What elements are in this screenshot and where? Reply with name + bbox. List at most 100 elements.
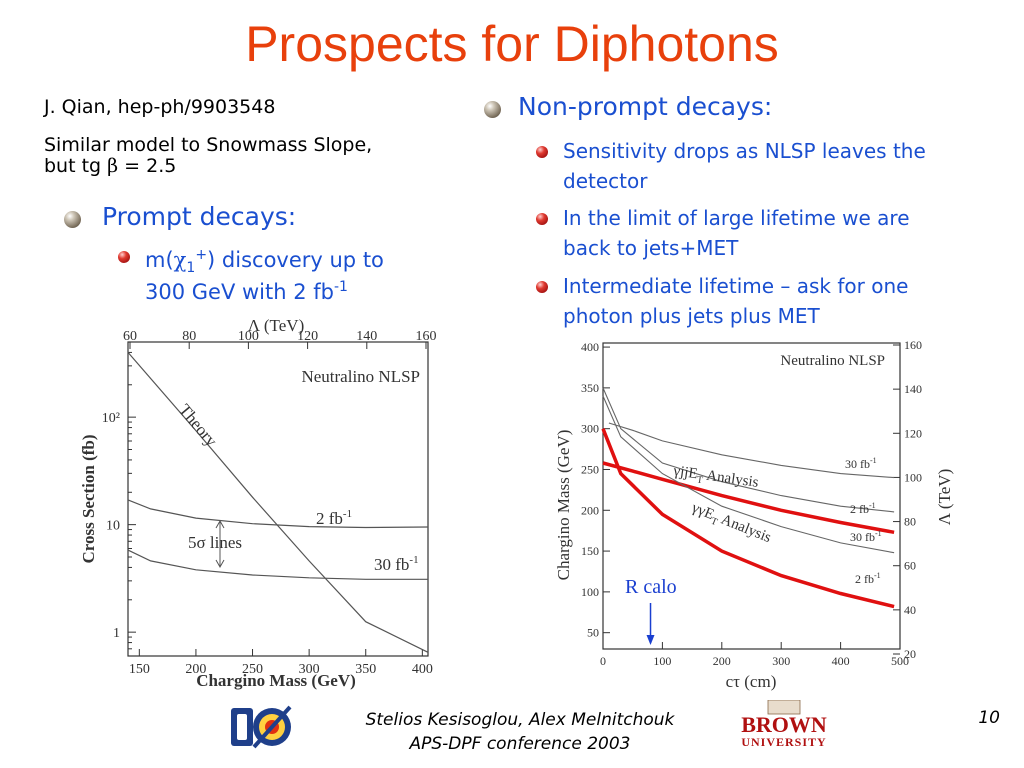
band-label: 5σ lines: [188, 533, 242, 552]
theory-label: Theory: [175, 400, 221, 450]
x-axis-label: Chargino Mass (GeV): [196, 671, 356, 690]
top-tick-label: 160: [416, 329, 437, 344]
label-2fb-gg: 2 fb-1: [855, 571, 881, 586]
axis-ticks: 0 100 200 300 400 500 50 100 150 200 250 300 350 400 2…: [581, 338, 922, 668]
in-plot-label: Neutralino NLSP: [780, 353, 885, 369]
rcalo-arrow-head: [646, 635, 655, 645]
x-tick-label: 300: [299, 662, 320, 677]
series-lines: [601, 387, 895, 609]
university-logo-word: UNIVERSITY: [741, 735, 826, 749]
d0-logo: [228, 702, 298, 752]
top-axis-label: Λ (TeV): [248, 316, 304, 335]
sub-bullet-ball-icon: [118, 251, 130, 263]
annotation-jj: γjjET Analysis: [671, 463, 760, 494]
right-tick-label: 20: [904, 647, 916, 661]
y-tick-label: 10: [106, 519, 120, 534]
top-tick-label: 60: [123, 329, 137, 344]
x-tick-label: 350: [355, 662, 376, 677]
y-tick-label: 10²: [102, 411, 120, 426]
prompt-decays-bullet: Prompt decays:: [102, 202, 297, 231]
rcalo-arrow: [646, 603, 655, 645]
x-tick-label: 100: [653, 654, 671, 668]
axis-ticks: 150 200 250 300 350 400 1 10 10² 60 80 100 120 140 160: [102, 329, 437, 677]
top-tick-label: 140: [356, 329, 377, 344]
right-sub-1a: Sensitivity drops as NLSP leaves the: [563, 139, 926, 163]
y-tick-label: 350: [581, 381, 599, 395]
footer-text: Stelios Kesisoglou, Alex Melnitchouk APS…: [300, 708, 740, 756]
series-line-0: [127, 352, 429, 653]
y-tick-label: 50: [587, 626, 599, 640]
right-sub-2a: In the limit of large lifetime we are: [563, 206, 910, 230]
x-tick-label: 400: [832, 654, 850, 668]
series-lines: [127, 352, 429, 653]
top-tick-label: 120: [297, 329, 318, 344]
bullet-ball-icon: [64, 211, 81, 228]
right-axis-label: Λ (TeV): [935, 469, 954, 525]
slide-title: Prospects for Diphotons: [245, 16, 779, 72]
brown-logo-word: BROWN: [741, 712, 827, 737]
prompt-sub-line-1: m(χ1+) discovery up to: [145, 247, 384, 277]
right-tick-label: 160: [904, 338, 922, 352]
series-line-2: [127, 549, 428, 580]
non-prompt-decays-bullet: Non-prompt decays:: [518, 92, 773, 121]
y-tick-label: 1: [113, 626, 120, 641]
chargino-mass-chart: 0 100 200 300 400 500 50 100 150 200 250 300 350 400 2…: [554, 338, 954, 691]
plot-frame: [602, 342, 901, 650]
in-plot-label: Neutralino NLSP: [301, 367, 420, 386]
footer-authors: Stelios Kesisoglou, Alex Melnitchouk: [365, 710, 675, 730]
prompt-sub-line-2: 300 GeV with 2 fb-1: [145, 279, 348, 304]
x-axis-label: cτ (cm): [726, 672, 777, 691]
x-tick-label: 200: [713, 654, 731, 668]
x-tick-label: 150: [129, 662, 150, 677]
page-number: 10: [978, 708, 1000, 728]
sub-bullet-ball-icon: [536, 281, 548, 293]
rcalo-label: R calo: [625, 576, 677, 598]
right-sub-1b: detector: [563, 169, 648, 193]
y-tick-label: 150: [581, 544, 599, 558]
top-tick-label: 80: [182, 329, 196, 344]
series-line-4: [601, 428, 895, 609]
model-line-2: but tg β = 2.5: [44, 155, 177, 177]
y-axis-label: Chargino Mass (GeV): [554, 430, 573, 581]
series-line-3: [602, 395, 895, 554]
series-line-0: [608, 422, 895, 479]
label-30fb-jj: 30 fb-1: [845, 456, 877, 471]
y-axis-label: Cross Section (fb): [79, 434, 98, 563]
x-tick-label: 0: [600, 654, 606, 668]
band-arrow-heads: [215, 519, 225, 569]
right-tick-label: 80: [904, 515, 916, 529]
sub-bullet-ball-icon: [536, 213, 548, 225]
right-tick-label: 40: [904, 603, 916, 617]
x-tick-label: 400: [412, 662, 433, 677]
x-tick-label: 250: [242, 662, 263, 677]
top-tick-label: 100: [238, 329, 259, 344]
y-tick-label: 100: [581, 585, 599, 599]
right-sub-3a: Intermediate lifetime – ask for one: [563, 274, 909, 298]
model-line-1: Similar model to Snowmass Slope,: [44, 134, 373, 156]
sub-bullet-ball-icon: [536, 146, 548, 158]
x-tick-label: 500: [891, 654, 909, 668]
right-sub-2b: back to jets+MET: [563, 236, 739, 260]
series-line-1: [127, 499, 429, 529]
bullet-ball-icon: [484, 101, 501, 118]
x-tick-label: 300: [772, 654, 790, 668]
right-sub-3b: photon plus jets plus MET: [563, 304, 820, 328]
y-tick-label: 300: [581, 422, 599, 436]
plot-frame: [127, 341, 429, 657]
footer-conference: APS-DPF conference 2003: [409, 734, 631, 754]
label-2fb-jj: 2 fb-1: [850, 501, 876, 516]
y-tick-label: 200: [581, 503, 599, 517]
series-line-2: [602, 461, 895, 535]
label-30fb: 30 fb-1: [374, 554, 419, 574]
right-tick-label: 140: [904, 382, 922, 396]
series-line-1: [602, 387, 895, 513]
y-tick-label: 400: [581, 340, 599, 354]
label-2fb: 2 fb-1: [316, 508, 352, 528]
right-tick-label: 120: [904, 426, 922, 440]
beta-symbol: β: [107, 155, 119, 177]
reference-text: J. Qian, hep-ph/9903548: [44, 96, 276, 118]
label-30fb-gg: 30 fb-1: [850, 529, 882, 544]
right-tick-label: 60: [904, 559, 916, 573]
brown-seal-shape: [767, 699, 801, 715]
cross-section-chart: 150 200 250 300 350 400 1 10 10² 60 80 100 120 140 160…: [79, 316, 437, 690]
